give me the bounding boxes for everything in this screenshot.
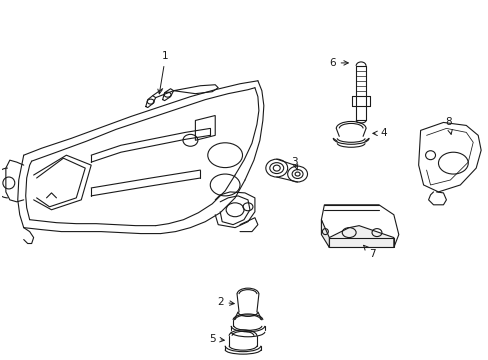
- Text: 7: 7: [363, 245, 375, 260]
- Text: 3: 3: [291, 157, 297, 170]
- Polygon shape: [321, 205, 398, 247]
- Text: 8: 8: [444, 117, 451, 134]
- Text: 1: 1: [158, 51, 168, 94]
- Polygon shape: [321, 220, 328, 247]
- Text: 2: 2: [217, 297, 234, 307]
- Polygon shape: [195, 116, 215, 140]
- Polygon shape: [418, 122, 480, 192]
- Polygon shape: [328, 226, 393, 247]
- Text: 5: 5: [208, 334, 224, 344]
- Text: 6: 6: [328, 58, 347, 68]
- Text: 4: 4: [372, 129, 386, 138]
